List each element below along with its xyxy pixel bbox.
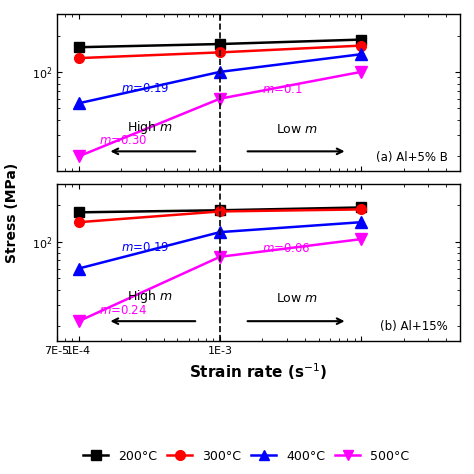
Text: High $m$: High $m$ — [127, 118, 173, 136]
Text: $m$=0.19: $m$=0.19 — [121, 241, 170, 254]
Text: $m$=0.19: $m$=0.19 — [121, 82, 170, 95]
Text: $m$=0.1: $m$=0.1 — [263, 82, 303, 96]
Text: (b) Al+15%: (b) Al+15% — [380, 320, 447, 333]
Text: Stress (MPa): Stress (MPa) — [5, 163, 19, 264]
Text: $m$=0.24: $m$=0.24 — [100, 304, 147, 317]
X-axis label: Strain rate (s$^{-1}$): Strain rate (s$^{-1}$) — [189, 362, 328, 383]
Text: Low $m$: Low $m$ — [276, 292, 318, 305]
Text: Low $m$: Low $m$ — [276, 123, 318, 136]
Text: (a) Al+5% B: (a) Al+5% B — [376, 151, 447, 164]
Legend: 200°C, 300°C, 400°C, 500°C: 200°C, 300°C, 400°C, 500°C — [78, 445, 415, 468]
Text: High $m$: High $m$ — [127, 288, 173, 305]
Text: $m$=0.30: $m$=0.30 — [100, 134, 148, 147]
Text: $m$=0.06: $m$=0.06 — [263, 242, 311, 255]
